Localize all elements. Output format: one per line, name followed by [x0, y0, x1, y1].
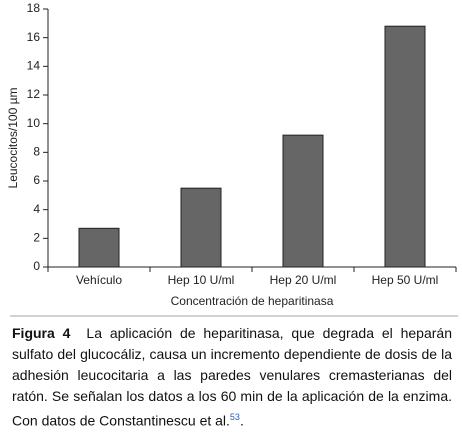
caption-end: .: [239, 412, 244, 429]
y-tick-label: 0: [33, 259, 40, 273]
x-tick-label: Hep 50 U/ml: [372, 273, 439, 287]
chart: Leucocitos/100 µm Concentración de hepar…: [6, 1, 458, 317]
x-tick-label: Vehículo: [76, 273, 122, 287]
caption: Figura 4 La aplicación de heparitinasa, q…: [12, 323, 452, 432]
y-tick-label: 6: [33, 173, 40, 187]
bar: [78, 227, 120, 268]
y-tick-label: 2: [33, 231, 40, 245]
y-tick-label: 8: [33, 145, 40, 159]
caption-ref: 53: [229, 412, 240, 422]
caption-label: Figura 4: [12, 325, 71, 341]
y-tick-label: 16: [27, 30, 41, 44]
x-axis-label: Concentración de heparitinasa: [171, 294, 334, 308]
y-tick-label: 10: [27, 116, 41, 130]
caption-text: La aplicación de heparitinasa, que degra…: [12, 325, 452, 429]
y-tick-label: 4: [33, 202, 40, 216]
y-axis-label: Leucocitos/100 µm: [6, 88, 20, 189]
y-tick-label: 12: [27, 87, 41, 101]
bar: [282, 134, 324, 268]
bar: [180, 187, 222, 268]
x-tick-label: Hep 20 U/ml: [270, 273, 337, 287]
y-tick-label: 14: [27, 59, 41, 73]
y-tick-label: 18: [27, 1, 41, 15]
x-tick-label: Hep 10 U/ml: [168, 273, 235, 287]
bar: [384, 25, 426, 268]
